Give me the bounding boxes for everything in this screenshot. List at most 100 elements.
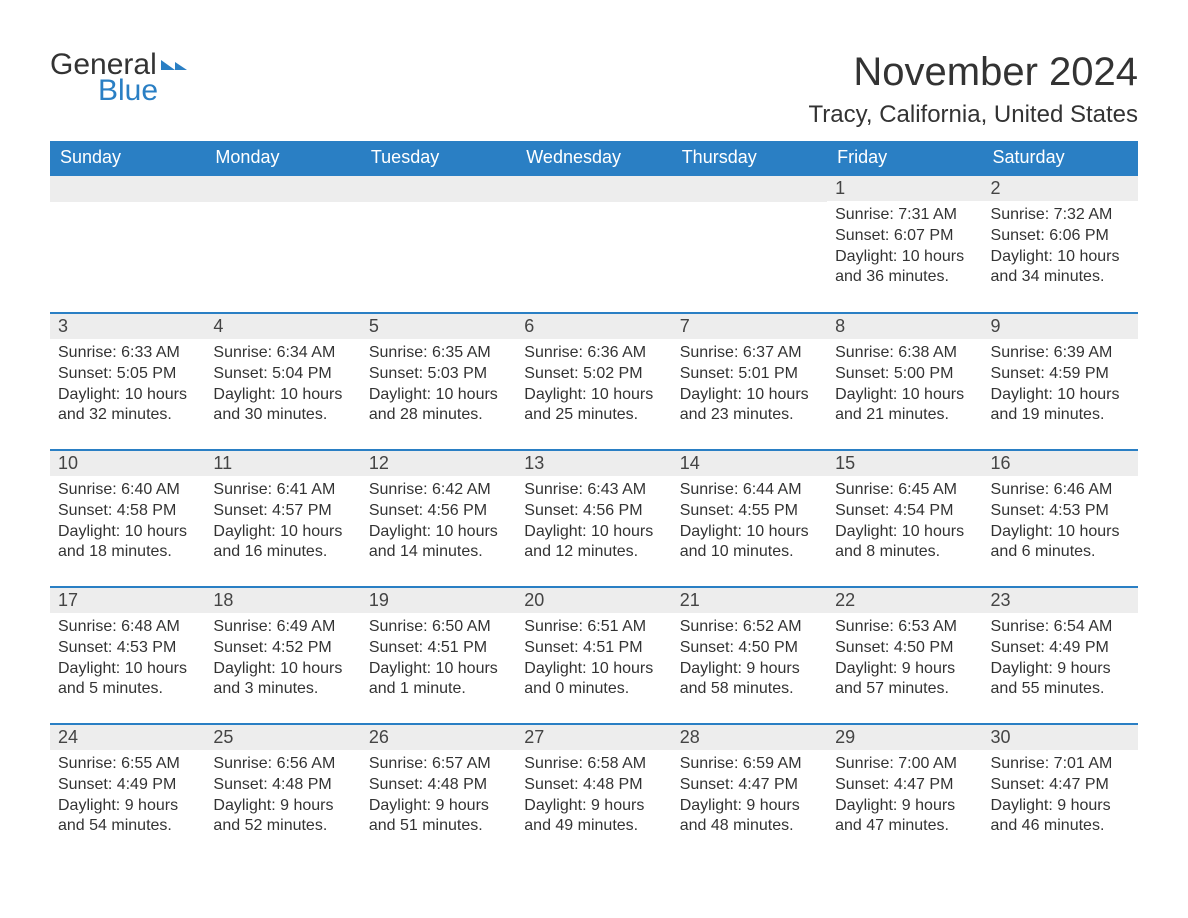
day-cell: 13Sunrise: 6:43 AMSunset: 4:56 PMDayligh… (516, 450, 671, 587)
sunrise-line: Sunrise: 6:50 AM (369, 617, 508, 638)
sunrise-line: Sunrise: 6:38 AM (835, 343, 974, 364)
day-body: Sunrise: 7:32 AMSunset: 6:06 PMDaylight:… (983, 201, 1138, 311)
sunrise-line: Sunrise: 6:41 AM (213, 480, 352, 501)
daylight-line: Daylight: 10 hours and 1 minute. (369, 659, 508, 701)
day-cell: 16Sunrise: 6:46 AMSunset: 4:53 PMDayligh… (983, 450, 1138, 587)
day-cell: 18Sunrise: 6:49 AMSunset: 4:52 PMDayligh… (205, 587, 360, 724)
sunset-line: Sunset: 5:03 PM (369, 364, 508, 385)
empty-day-body (205, 202, 360, 312)
sunset-line: Sunset: 4:56 PM (369, 501, 508, 522)
day-number: 6 (516, 314, 671, 339)
day-body: Sunrise: 6:44 AMSunset: 4:55 PMDaylight:… (672, 476, 827, 586)
sunrise-line: Sunrise: 6:56 AM (213, 754, 352, 775)
empty-day-num (516, 176, 671, 202)
sunrise-line: Sunrise: 6:44 AM (680, 480, 819, 501)
day-number: 26 (361, 725, 516, 750)
sunset-line: Sunset: 4:48 PM (369, 775, 508, 796)
day-number: 22 (827, 588, 982, 613)
daylight-line: Daylight: 10 hours and 34 minutes. (991, 247, 1130, 289)
sunrise-line: Sunrise: 7:00 AM (835, 754, 974, 775)
daylight-line: Daylight: 9 hours and 51 minutes. (369, 796, 508, 838)
day-header: Tuesday (361, 141, 516, 175)
sunrise-line: Sunrise: 7:31 AM (835, 205, 974, 226)
daylight-line: Daylight: 10 hours and 10 minutes. (680, 522, 819, 564)
daylight-line: Daylight: 10 hours and 36 minutes. (835, 247, 974, 289)
daylight-line: Daylight: 10 hours and 32 minutes. (58, 385, 197, 427)
day-body: Sunrise: 6:39 AMSunset: 4:59 PMDaylight:… (983, 339, 1138, 449)
sunset-line: Sunset: 4:49 PM (991, 638, 1130, 659)
month-title: November 2024 (809, 50, 1138, 95)
day-body: Sunrise: 7:31 AMSunset: 6:07 PMDaylight:… (827, 201, 982, 311)
day-header-row: SundayMondayTuesdayWednesdayThursdayFrid… (50, 141, 1138, 175)
sunset-line: Sunset: 4:53 PM (991, 501, 1130, 522)
day-body: Sunrise: 6:48 AMSunset: 4:53 PMDaylight:… (50, 613, 205, 723)
sunset-line: Sunset: 5:04 PM (213, 364, 352, 385)
day-body: Sunrise: 6:36 AMSunset: 5:02 PMDaylight:… (516, 339, 671, 449)
sunrise-line: Sunrise: 6:45 AM (835, 480, 974, 501)
sunrise-line: Sunrise: 6:37 AM (680, 343, 819, 364)
day-cell: 8Sunrise: 6:38 AMSunset: 5:00 PMDaylight… (827, 313, 982, 450)
empty-day-num (50, 176, 205, 202)
day-number: 10 (50, 451, 205, 476)
sunset-line: Sunset: 4:53 PM (58, 638, 197, 659)
day-cell: 14Sunrise: 6:44 AMSunset: 4:55 PMDayligh… (672, 450, 827, 587)
sunrise-line: Sunrise: 6:52 AM (680, 617, 819, 638)
day-body: Sunrise: 6:41 AMSunset: 4:57 PMDaylight:… (205, 476, 360, 586)
day-body: Sunrise: 6:45 AMSunset: 4:54 PMDaylight:… (827, 476, 982, 586)
day-cell: 15Sunrise: 6:45 AMSunset: 4:54 PMDayligh… (827, 450, 982, 587)
day-cell: 19Sunrise: 6:50 AMSunset: 4:51 PMDayligh… (361, 587, 516, 724)
daylight-line: Daylight: 9 hours and 46 minutes. (991, 796, 1130, 838)
calendar-table: SundayMondayTuesdayWednesdayThursdayFrid… (50, 141, 1138, 860)
empty-day-num (205, 176, 360, 202)
day-cell: 5Sunrise: 6:35 AMSunset: 5:03 PMDaylight… (361, 313, 516, 450)
day-cell: 6Sunrise: 6:36 AMSunset: 5:02 PMDaylight… (516, 313, 671, 450)
sunrise-line: Sunrise: 6:53 AM (835, 617, 974, 638)
day-cell: 22Sunrise: 6:53 AMSunset: 4:50 PMDayligh… (827, 587, 982, 724)
daylight-line: Daylight: 10 hours and 18 minutes. (58, 522, 197, 564)
day-number: 8 (827, 314, 982, 339)
day-header: Thursday (672, 141, 827, 175)
day-cell (205, 175, 360, 313)
week-row: 24Sunrise: 6:55 AMSunset: 4:49 PMDayligh… (50, 724, 1138, 860)
sunset-line: Sunset: 4:51 PM (524, 638, 663, 659)
day-body: Sunrise: 6:46 AMSunset: 4:53 PMDaylight:… (983, 476, 1138, 586)
sunrise-line: Sunrise: 6:42 AM (369, 480, 508, 501)
daylight-line: Daylight: 10 hours and 21 minutes. (835, 385, 974, 427)
sunrise-line: Sunrise: 6:54 AM (991, 617, 1130, 638)
day-body: Sunrise: 6:37 AMSunset: 5:01 PMDaylight:… (672, 339, 827, 449)
daylight-line: Daylight: 9 hours and 54 minutes. (58, 796, 197, 838)
day-number: 9 (983, 314, 1138, 339)
day-number: 19 (361, 588, 516, 613)
daylight-line: Daylight: 9 hours and 52 minutes. (213, 796, 352, 838)
day-cell: 12Sunrise: 6:42 AMSunset: 4:56 PMDayligh… (361, 450, 516, 587)
day-cell: 9Sunrise: 6:39 AMSunset: 4:59 PMDaylight… (983, 313, 1138, 450)
day-header: Friday (827, 141, 982, 175)
day-cell: 21Sunrise: 6:52 AMSunset: 4:50 PMDayligh… (672, 587, 827, 724)
day-cell: 3Sunrise: 6:33 AMSunset: 5:05 PMDaylight… (50, 313, 205, 450)
week-row: 1Sunrise: 7:31 AMSunset: 6:07 PMDaylight… (50, 175, 1138, 313)
day-body: Sunrise: 6:57 AMSunset: 4:48 PMDaylight:… (361, 750, 516, 860)
day-number: 28 (672, 725, 827, 750)
day-number: 21 (672, 588, 827, 613)
day-header: Sunday (50, 141, 205, 175)
day-body: Sunrise: 6:38 AMSunset: 5:00 PMDaylight:… (827, 339, 982, 449)
empty-day-body (516, 202, 671, 312)
week-row: 3Sunrise: 6:33 AMSunset: 5:05 PMDaylight… (50, 313, 1138, 450)
sunrise-line: Sunrise: 6:36 AM (524, 343, 663, 364)
day-cell: 2Sunrise: 7:32 AMSunset: 6:06 PMDaylight… (983, 175, 1138, 313)
daylight-line: Daylight: 10 hours and 12 minutes. (524, 522, 663, 564)
day-cell: 29Sunrise: 7:00 AMSunset: 4:47 PMDayligh… (827, 724, 982, 860)
sunrise-line: Sunrise: 6:59 AM (680, 754, 819, 775)
day-body: Sunrise: 6:51 AMSunset: 4:51 PMDaylight:… (516, 613, 671, 723)
daylight-line: Daylight: 9 hours and 58 minutes. (680, 659, 819, 701)
sunset-line: Sunset: 4:57 PM (213, 501, 352, 522)
day-cell: 26Sunrise: 6:57 AMSunset: 4:48 PMDayligh… (361, 724, 516, 860)
day-body: Sunrise: 6:59 AMSunset: 4:47 PMDaylight:… (672, 750, 827, 860)
day-cell (672, 175, 827, 313)
calendar-body: 1Sunrise: 7:31 AMSunset: 6:07 PMDaylight… (50, 175, 1138, 860)
day-number: 1 (827, 176, 982, 201)
sunrise-line: Sunrise: 6:40 AM (58, 480, 197, 501)
day-number: 5 (361, 314, 516, 339)
day-cell: 4Sunrise: 6:34 AMSunset: 5:04 PMDaylight… (205, 313, 360, 450)
day-cell: 17Sunrise: 6:48 AMSunset: 4:53 PMDayligh… (50, 587, 205, 724)
